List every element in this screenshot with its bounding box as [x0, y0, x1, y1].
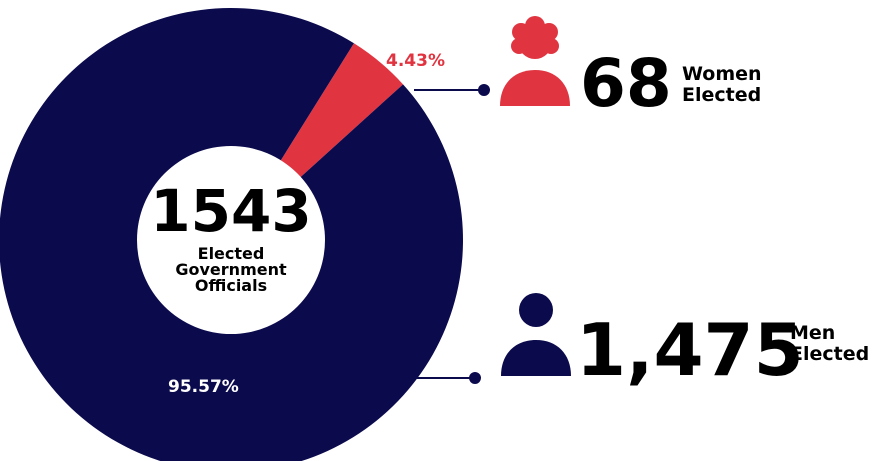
women-label-line2: Elected: [682, 84, 762, 106]
women-leader-line: [414, 84, 490, 96]
women-label-line1: Women: [682, 63, 762, 85]
men-count: 1,475: [576, 308, 804, 392]
men-label-line1: Men: [790, 322, 836, 344]
women-count: 68: [580, 45, 672, 122]
total-officials-label: Elected Government Officials: [175, 244, 287, 295]
man-icon: [501, 293, 571, 376]
men-label-line2: Elected: [790, 343, 870, 365]
donut-hole: [137, 146, 325, 334]
woman-icon: [500, 16, 570, 106]
total-officials-number: 1543: [150, 177, 312, 245]
men-percent-label: 95.57%: [168, 377, 239, 397]
men-label: Men Elected: [790, 323, 869, 365]
men-leader-line: [414, 372, 481, 384]
women-percent-label: 4.43%: [386, 51, 445, 71]
women-label: Women Elected: [682, 64, 762, 106]
